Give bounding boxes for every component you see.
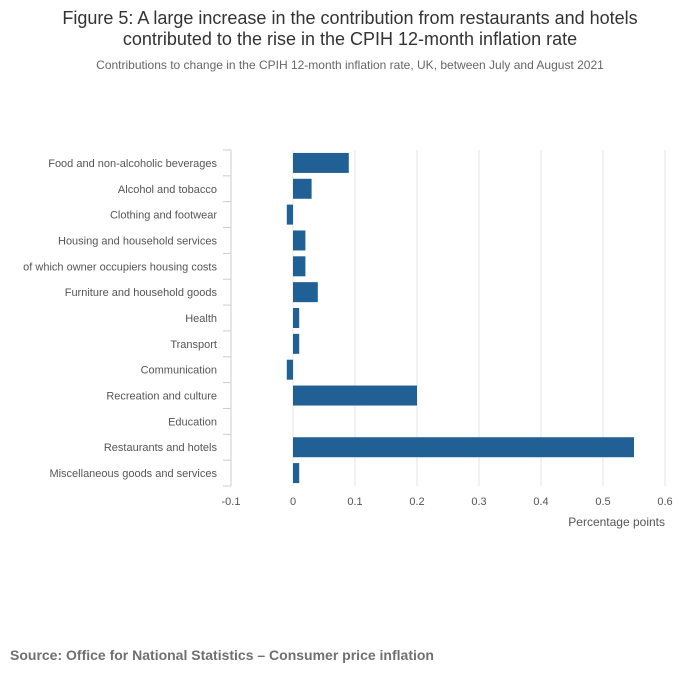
category-label: of which owner occupiers housing costs xyxy=(23,261,217,273)
bar xyxy=(293,437,634,458)
bar-chart: Food and non-alcoholic beverages Alcohol … xyxy=(23,149,673,529)
x-tick-label: 0.1 xyxy=(347,496,362,508)
x-tick-label: -0.1 xyxy=(222,496,241,508)
bar xyxy=(293,333,300,354)
category-label: Recreation and culture xyxy=(106,391,217,403)
bar xyxy=(286,204,293,225)
x-tick-label: 0.2 xyxy=(409,496,424,508)
bar xyxy=(293,463,300,484)
chart-subtitle: Contributions to change in the CPIH 12-m… xyxy=(96,58,604,72)
x-tick-label: 0.4 xyxy=(533,496,548,508)
category-label: Clothing and footwear xyxy=(110,210,217,222)
category-label: Alcohol and tobacco xyxy=(118,184,217,196)
bar xyxy=(293,385,417,406)
source-note: Source: Office for National Statistics –… xyxy=(10,647,434,663)
x-tick-label: 0 xyxy=(290,496,296,508)
bar xyxy=(293,308,300,328)
bar xyxy=(286,359,293,380)
category-label: Transport xyxy=(170,339,217,351)
x-tick-label: 0.5 xyxy=(595,496,610,508)
bar xyxy=(293,178,312,199)
chart-title-line-2: contributed to the rise in the CPIH 12-m… xyxy=(122,29,578,49)
chart-title: Figure 5: A large increase in the contri… xyxy=(0,8,700,50)
bar xyxy=(293,152,349,173)
category-label: Education xyxy=(168,416,217,428)
chart-title-line-1: Figure 5: A large increase in the contri… xyxy=(62,8,638,28)
x-tick-label: 0.3 xyxy=(471,496,486,508)
category-label: Health xyxy=(185,313,217,325)
x-tick-label: 0.6 xyxy=(657,496,672,508)
bar xyxy=(293,282,318,303)
category-label: Food and non-alcoholic beverages xyxy=(48,158,217,170)
category-label: Furniture and household goods xyxy=(65,287,218,299)
bar xyxy=(293,230,306,251)
category-label: Restaurants and hotels xyxy=(104,442,218,454)
category-label: Miscellaneous goods and services xyxy=(49,468,217,480)
bar xyxy=(293,256,306,277)
x-axis-label: Percentage points xyxy=(568,515,665,529)
category-label: Housing and household services xyxy=(58,235,217,247)
category-label: Communication xyxy=(141,365,217,377)
